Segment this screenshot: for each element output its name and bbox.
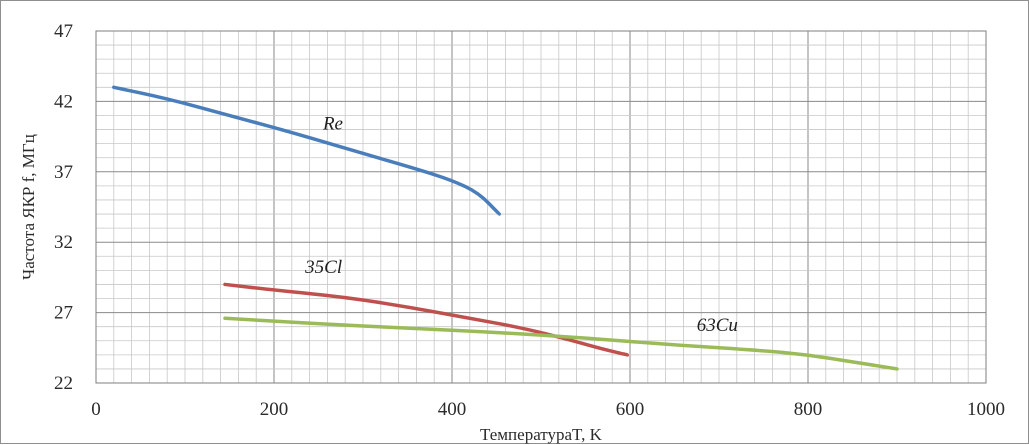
x-axis-title: ТемпературaT, K — [480, 425, 603, 444]
x-tick-label: 400 — [438, 399, 467, 420]
tick-labels: 0 200 400 600 800 1000 22 27 32 37 42 47 — [54, 21, 1005, 420]
grid — [95, 30, 987, 384]
series-line-re — [112, 85, 501, 216]
series-label-35cl: 35Cl — [304, 257, 342, 278]
y-tick-label: 27 — [54, 303, 73, 324]
x-tick-label: 600 — [616, 399, 645, 420]
y-tick-label: 32 — [54, 232, 73, 253]
y-tick-label: 22 — [54, 373, 73, 394]
y-tick-label: 47 — [54, 21, 73, 42]
series-layer — [112, 85, 899, 371]
plot-area-border — [95, 30, 987, 384]
series-label-re: Re — [322, 114, 343, 135]
x-tick-label: 0 — [91, 399, 101, 420]
series-label-63cu: 63Cu — [697, 315, 738, 336]
y-axis-title: Частота ЯКР f, МГц — [19, 134, 38, 280]
x-tick-label: 800 — [794, 399, 823, 420]
series-line-35cl — [223, 282, 630, 357]
series-line-63cu — [223, 316, 899, 371]
x-tick-label: 1000 — [967, 399, 1005, 420]
y-tick-label: 37 — [54, 162, 73, 183]
series-annotations: Re 35Cl 63Cu — [304, 114, 738, 336]
y-tick-label: 42 — [54, 91, 73, 112]
x-tick-label: 200 — [260, 399, 289, 420]
